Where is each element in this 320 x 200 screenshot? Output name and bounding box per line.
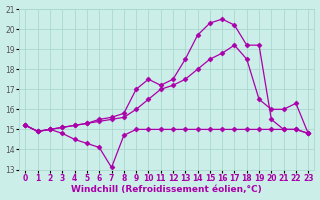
X-axis label: Windchill (Refroidissement éolien,°C): Windchill (Refroidissement éolien,°C) (71, 185, 262, 194)
